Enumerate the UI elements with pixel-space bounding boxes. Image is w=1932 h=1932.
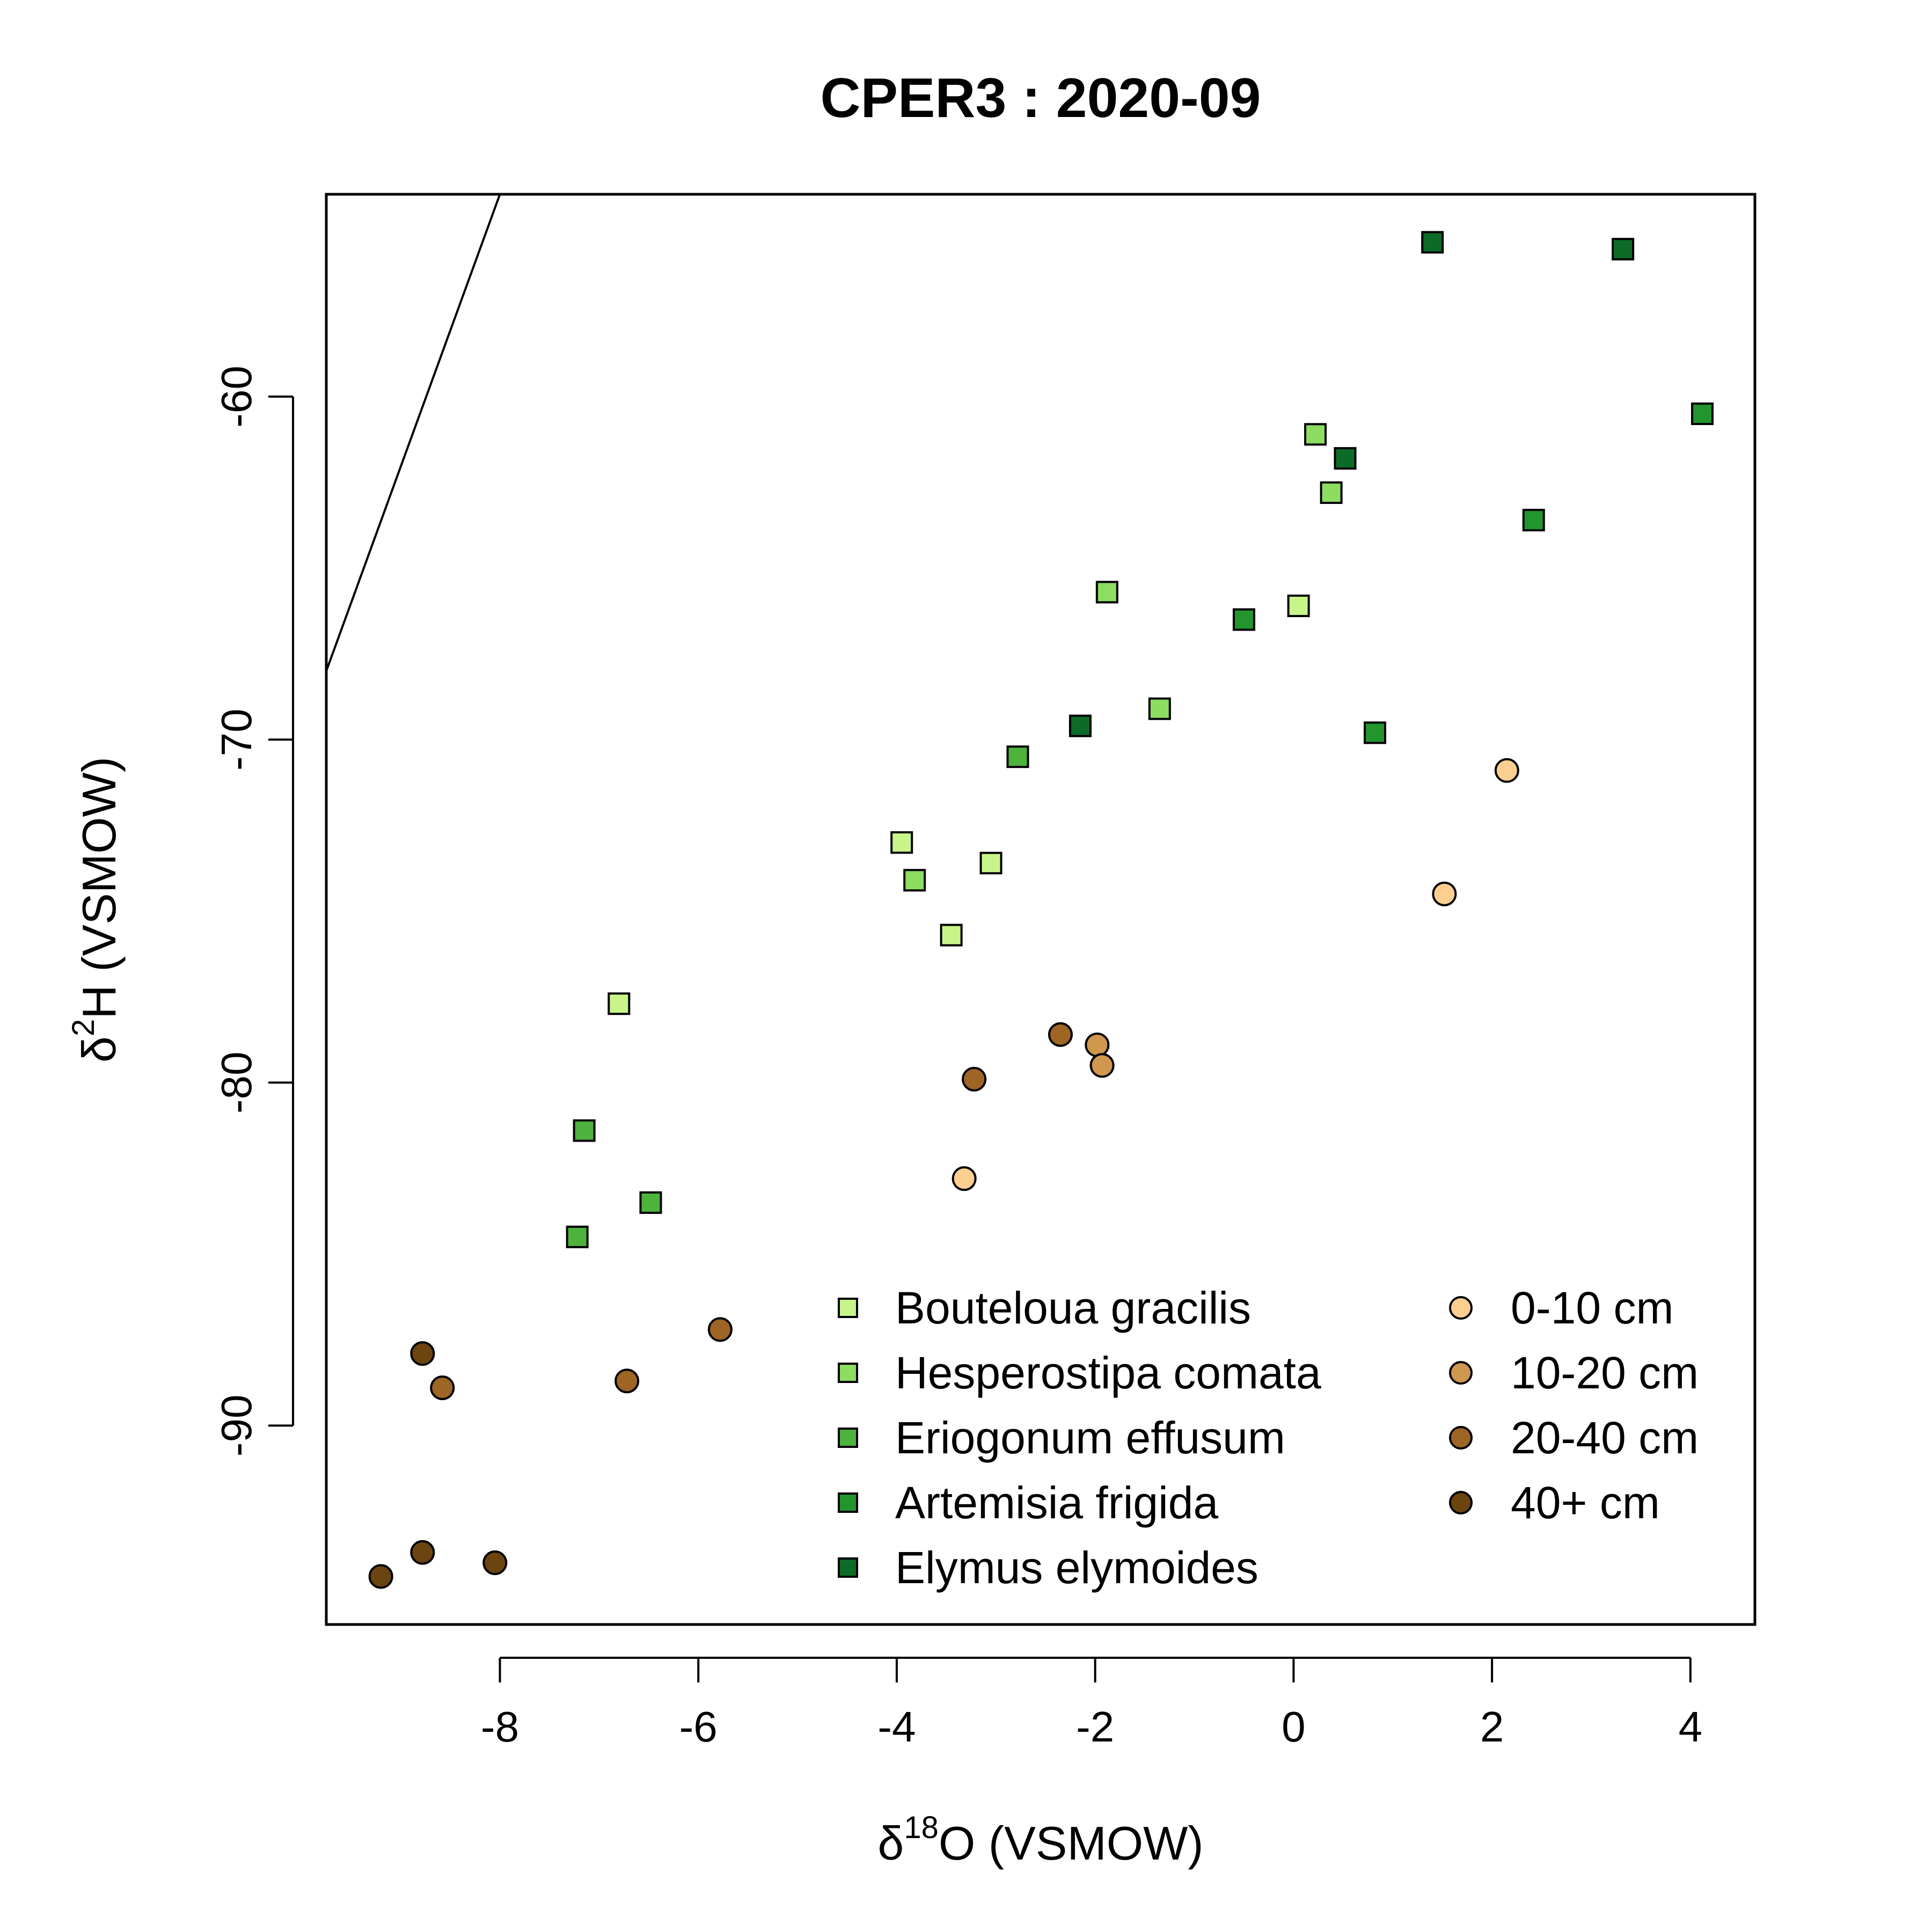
legend-marker [838,1428,858,1448]
point-circle [952,1166,977,1191]
x-axis-label: δ18O (VSMOW) [877,1810,1203,1870]
legend-label: 20-40 cm [1511,1413,1699,1463]
point-square [1522,509,1545,532]
point-square [1363,721,1386,744]
point-square [1421,231,1444,254]
x-tick-label: -6 [679,1703,718,1751]
point-square [1287,594,1310,617]
point-square [639,1191,662,1214]
point-square [1320,481,1343,504]
plot-area [325,193,1757,1626]
point-circle [962,1066,987,1092]
legend-label: 40+ cm [1511,1477,1660,1528]
legend-marker [838,1557,858,1578]
legend-marker [1449,1426,1473,1450]
point-circle [410,1540,435,1565]
legend-label: Eriogonum effusum [895,1413,1285,1463]
legend-marker [838,1492,858,1513]
legend-label: Elymus elymoides [895,1542,1258,1593]
point-square [1334,447,1357,470]
point-circle [430,1375,455,1401]
x-tick-label: -2 [1076,1703,1114,1751]
legend-marker [838,1363,858,1383]
point-square [1691,402,1714,426]
x-tick-label: 4 [1679,1703,1703,1751]
x-tick-label: 0 [1282,1703,1306,1751]
point-circle [614,1368,640,1394]
point-square [1304,423,1327,446]
data-points [368,231,1714,1589]
point-circle [1494,758,1519,783]
legend-label: Hesperostipa comata [895,1348,1321,1398]
legend-marker [1449,1491,1473,1514]
point-square [1095,581,1118,604]
point-square [573,1119,596,1142]
y-axis-label: δ2H (VSMOW) [66,757,126,1063]
point-circle [707,1317,733,1342]
y-tick-label: -90 [213,1395,260,1457]
point-square [940,924,963,947]
legend-label: 10-20 cm [1511,1348,1699,1398]
point-square [903,869,926,892]
point-square [608,992,631,1015]
point-circle [1089,1053,1115,1078]
y-tick-label: -60 [213,365,260,428]
point-square [1612,238,1635,261]
point-circle [482,1550,508,1575]
x-axis: -8 -6 -4 -2 0 2 4 [481,1657,1703,1751]
legend-label: Artemisia frigida [895,1477,1218,1528]
y-tick-label: -80 [213,1051,260,1114]
point-square [1006,745,1029,769]
point-circle [1432,881,1457,906]
point-circle [368,1564,393,1589]
legend-label: 0-10 cm [1511,1283,1673,1333]
y-axis: -90 -80 -70 -60 [213,365,294,1457]
legend-marker [838,1298,858,1318]
point-square [890,831,913,854]
reference-line [326,194,501,672]
point-square [1232,608,1255,631]
point-square [566,1225,589,1248]
legend-marker [1449,1296,1473,1320]
point-circle [1048,1022,1073,1047]
point-square [1148,697,1171,720]
point-square [979,852,1002,875]
x-tick-label: -8 [481,1703,519,1751]
legend-label: Bouteloua gracilis [895,1283,1251,1333]
point-circle [1085,1032,1110,1057]
x-tick-label: -4 [877,1703,916,1751]
point-circle [410,1341,435,1366]
legend-marker [1449,1361,1473,1385]
legend: Bouteloua gracilis Hesperostipa comata Eri… [838,1283,1699,1593]
x-tick-label: 2 [1480,1703,1504,1751]
chart-title: CPER3 : 2020-09 [821,67,1261,129]
point-square [1069,714,1092,737]
y-tick-label: -70 [213,708,260,771]
